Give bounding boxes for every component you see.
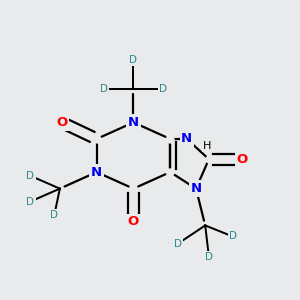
Text: O: O <box>128 215 139 228</box>
Text: O: O <box>56 116 67 129</box>
Text: D: D <box>174 239 182 249</box>
Text: H: H <box>203 141 211 151</box>
Text: N: N <box>128 116 139 129</box>
Text: D: D <box>129 55 137 65</box>
Text: N: N <box>181 133 192 146</box>
Text: D: D <box>50 210 58 220</box>
Text: D: D <box>26 171 34 181</box>
Text: D: D <box>100 84 108 94</box>
Text: D: D <box>159 84 167 94</box>
Text: D: D <box>205 252 213 262</box>
Text: D: D <box>229 232 237 242</box>
Text: N: N <box>190 182 202 195</box>
Text: D: D <box>26 196 34 206</box>
Text: N: N <box>91 166 102 178</box>
Text: O: O <box>236 153 247 166</box>
